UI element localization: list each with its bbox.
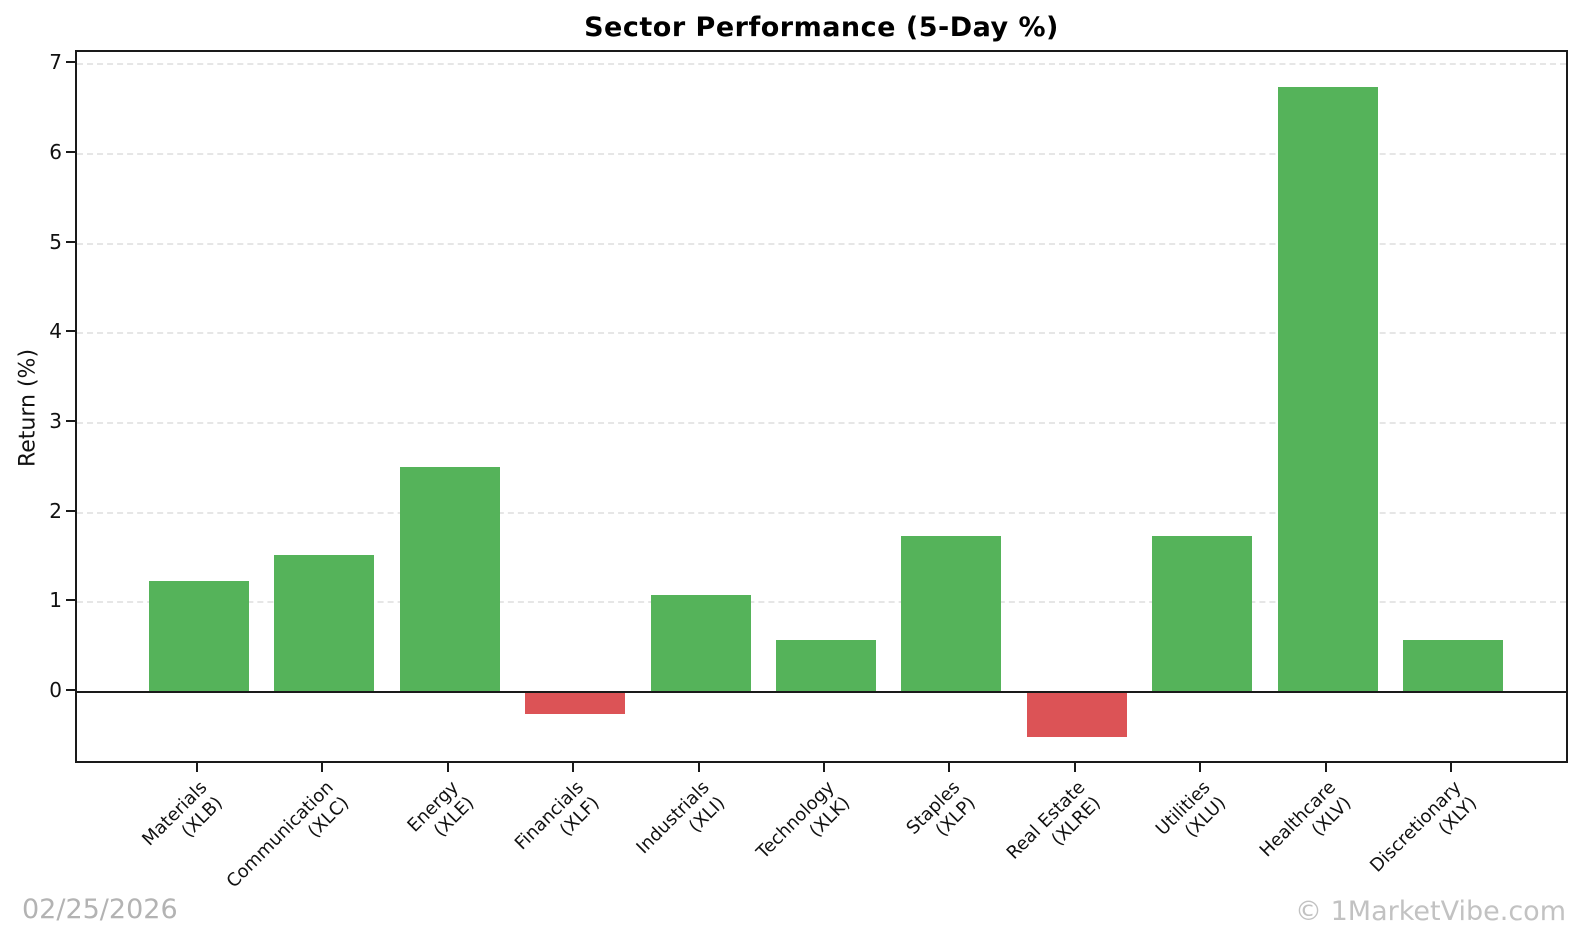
- bar-staples: [901, 535, 1002, 692]
- y-tick-label: 3: [49, 408, 62, 433]
- x-tick-label-materials: Materials (XLB): [138, 777, 228, 851]
- x-tick-label-real-estate: Real Estate (XLRE): [1003, 777, 1105, 864]
- y-axis-tick: [66, 150, 75, 153]
- y-gridline: [77, 421, 1566, 424]
- y-tick-label: 0: [49, 678, 62, 702]
- bar-utilities: [1152, 535, 1253, 692]
- y-gridline: [77, 332, 1566, 335]
- x-axis-tick: [1450, 763, 1452, 772]
- y-gridline: [77, 242, 1566, 245]
- x-axis-tick: [823, 763, 825, 772]
- bar-financials: [525, 692, 626, 715]
- y-axis-tick: [66, 61, 75, 64]
- y-tick-label: 7: [49, 50, 62, 75]
- x-axis-tick: [196, 763, 198, 772]
- bar-technology: [776, 639, 876, 692]
- bar-materials: [149, 580, 249, 692]
- bar-healthcare: [1277, 87, 1378, 692]
- x-axis-tick: [1324, 763, 1327, 772]
- y-axis-tick: [66, 330, 75, 333]
- x-axis-tick: [446, 763, 449, 772]
- y-axis-tick: [66, 240, 75, 243]
- y-gridline: [77, 511, 1566, 514]
- bar-energy: [399, 466, 500, 692]
- y-axis-tick: [66, 689, 75, 691]
- x-tick-label-healthcare: Healthcare (XLV): [1256, 777, 1356, 862]
- watermark: © 1MarketVibe.com: [1295, 896, 1566, 927]
- y-gridline: [77, 63, 1566, 66]
- x-axis-tick: [1199, 763, 1202, 772]
- zero-line: [77, 690, 1566, 694]
- y-tick-label: 2: [49, 498, 62, 523]
- y-tick-label: 6: [49, 139, 62, 164]
- x-axis-tick: [948, 763, 951, 772]
- y-axis-tick: [66, 599, 75, 602]
- x-axis-tick: [321, 763, 324, 772]
- x-tick-label-industrials: Industrials (XLI): [632, 777, 729, 859]
- x-tick-label-staples: Staples (XLP): [902, 777, 980, 841]
- x-tick-label-communication: Communication (XLC): [222, 777, 353, 893]
- x-axis-tick: [1073, 763, 1076, 772]
- x-tick-label-energy: Energy (XLE): [403, 777, 478, 841]
- bar-real-estate: [1026, 692, 1127, 737]
- chart-title: Sector Performance (5-Day %): [584, 12, 1059, 43]
- x-tick-label-utilities: Utilities (XLU): [1152, 777, 1231, 842]
- y-gridline: [77, 601, 1566, 604]
- bar-discretionary: [1403, 639, 1503, 692]
- bar-industrials: [650, 595, 751, 692]
- x-tick-label-discretionary: Discretionary (XLY): [1366, 777, 1482, 877]
- plot-area: [75, 50, 1568, 763]
- y-tick-label: 4: [49, 319, 62, 344]
- y-gridline: [77, 152, 1566, 155]
- x-tick-label-technology: Technology (XLK): [752, 777, 855, 864]
- y-axis-tick: [66, 419, 75, 422]
- x-axis-tick: [697, 763, 700, 772]
- bar-communication: [274, 554, 375, 692]
- chart-date: 02/25/2026: [22, 894, 178, 925]
- y-tick-label: 1: [49, 588, 62, 613]
- x-axis-tick: [572, 763, 575, 772]
- x-tick-label-financials: Financials (XLF): [510, 777, 604, 855]
- y-tick-label: 5: [49, 229, 62, 254]
- y-axis-tick: [66, 509, 75, 512]
